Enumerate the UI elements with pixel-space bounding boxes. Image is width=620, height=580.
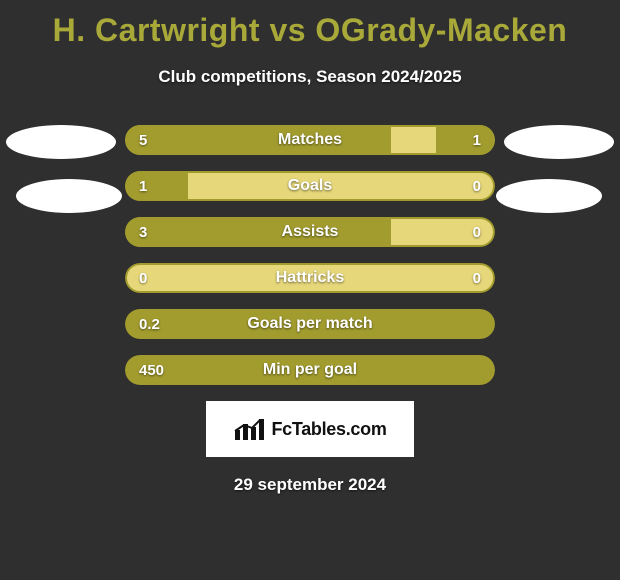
- bars-icon: [233, 416, 267, 442]
- stat-label: Goals per match: [125, 309, 495, 339]
- date-label: 29 september 2024: [0, 475, 620, 495]
- stat-label: Assists: [125, 217, 495, 247]
- stat-row: 00Hattricks: [125, 263, 495, 293]
- stat-row: 0.2Goals per match: [125, 309, 495, 339]
- player-right-avatar-top: [504, 125, 614, 159]
- source-logo: FcTables.com: [206, 401, 414, 457]
- comparison-chart: 51Matches 10Goals 30Assists 00Hattricks 0.2G…: [0, 125, 620, 385]
- stat-row: 51Matches: [125, 125, 495, 155]
- stat-label: Hattricks: [125, 263, 495, 293]
- stat-row: 30Assists: [125, 217, 495, 247]
- player-left-avatar-top: [6, 125, 116, 159]
- player-right-avatar-bottom: [496, 179, 602, 213]
- source-logo-text: FcTables.com: [271, 419, 386, 440]
- page-title: H. Cartwright vs OGrady-Macken: [0, 0, 620, 49]
- stat-row: 10Goals: [125, 171, 495, 201]
- player-left-avatar-bottom: [16, 179, 122, 213]
- stat-row: 450Min per goal: [125, 355, 495, 385]
- subtitle: Club competitions, Season 2024/2025: [0, 67, 620, 87]
- stat-label: Min per goal: [125, 355, 495, 385]
- stat-label: Goals: [125, 171, 495, 201]
- stat-label: Matches: [125, 125, 495, 155]
